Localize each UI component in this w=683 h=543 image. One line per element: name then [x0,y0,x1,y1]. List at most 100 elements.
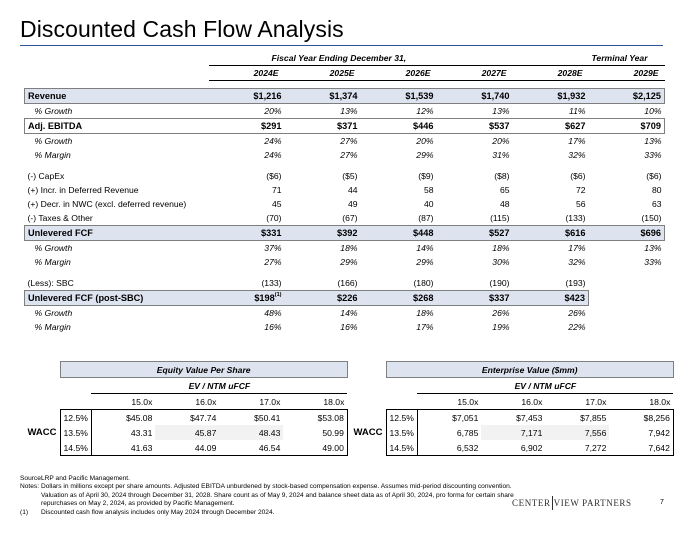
cell: (133) [565,213,586,223]
cell: ($6) [570,171,586,181]
post-sbc-margin-row: % Margin 16% 16% 17% 19% 22% [25,320,665,334]
cell-value: $198 [254,293,275,303]
cell: 13% [644,243,662,253]
cell: 33% [644,257,662,267]
cell: 33% [644,150,662,160]
row-label: % Growth [34,106,73,116]
cell: 26% [492,308,510,318]
row-label: (+) Decr. in NWC (excl. deferred revenue… [27,199,187,209]
year-header: 2024E [208,65,285,81]
cell: 16% [264,322,282,332]
cell: (67) [342,213,358,223]
cell: 14% [340,308,358,318]
cell: $537 [436,118,513,134]
cell: 13% [340,106,358,116]
cell: $1,740 [436,88,513,104]
cell: $1,539 [360,88,437,104]
enterprise-value-sensitivity: Enterprise Value ($mm) EV / NTM uFCF 15.… [342,361,674,456]
sensitivity-cell: 43.31 [130,427,153,438]
sensitivity-cell: 44.09 [155,440,220,456]
cell: $527 [436,225,513,241]
year-header: 2025E [284,65,361,81]
cell: 24% [264,150,282,160]
sensitivity-cell: $7,453 [481,409,546,425]
sensitivity-cell: 7,642 [609,440,674,456]
row-label: % Growth [34,136,73,146]
cell: (180) [413,278,434,288]
cell: 10% [644,106,662,116]
year-header: 2029E [588,65,665,81]
fiscal-year-header: Fiscal Year Ending December 31, [271,53,407,63]
cell: 63 [651,199,662,209]
equity-value-sensitivity: Equity Value Per Share EV / NTM uFCF 15.… [20,361,348,456]
cell: ($5) [342,171,358,181]
cell: $198(1) [208,290,285,306]
cell: 19% [492,322,510,332]
cell: 13% [644,136,662,146]
footnote-key: (1) [20,508,29,516]
row-label: % Margin [34,150,71,160]
cell: (190) [489,278,510,288]
cell: 20% [416,136,434,146]
footnote-marker: (1) [274,292,282,298]
ufcf-post-sbc-row: Unlevered FCF (post-SBC) $198(1) $226 $2… [24,290,665,306]
row-label: % Growth [34,308,73,318]
footnote-key: Source: [20,475,43,482]
sensitivity-cell: 41.63 [91,440,156,456]
revenue-row: Revenue $1,216 $1,374 $1,539 $1,740 $1,9… [24,88,665,104]
sensitivity-cell: 6,785 [456,427,479,438]
terminal-year-header: Terminal Year [591,53,648,63]
ufcf-growth-row: % Growth 37% 18% 14% 18% 17% 13% [25,241,665,256]
cell: 56 [575,199,586,209]
cell: $627 [512,118,589,134]
cell: 49 [347,199,358,209]
wacc-rate: 13.5% [385,425,418,440]
cell: $696 [588,225,665,241]
cell: $268 [360,290,437,306]
cell: $709 [588,118,665,134]
cell: 29% [416,257,434,267]
logo-text-right: VIEW PARTNERS [553,498,632,509]
sensitivity-cell: $50.41 [219,409,284,425]
cell: 17% [568,136,586,146]
row-label: (-) Taxes & Other [27,213,93,223]
cell: 48 [499,199,510,209]
logo-text-left: CENTER [512,498,551,509]
footnote-source: Source: LRP and Pacific Management. [20,475,520,483]
footnote-text: Dollars in millions except per share amo… [41,483,514,508]
cell: 72 [575,185,586,195]
row-label: Adj. EBITDA [24,118,209,134]
cell: 29% [416,150,434,160]
row-label: (+) Incr. in Deferred Revenue [27,185,139,195]
cell: 18% [416,308,434,318]
cell: 27% [340,136,358,146]
cell: 30% [492,257,510,267]
dcf-table: Fiscal Year Ending December 31, Terminal… [24,51,665,334]
cell: (193) [565,278,586,288]
cell: 17% [568,243,586,253]
nwc-row: (+) Decr. in NWC (excl. deferred revenue… [25,197,665,211]
footnote-notes: Notes: Dollars in millions except per sh… [20,483,520,508]
sensitivity-cell: 48.43 [219,425,284,440]
cell: (166) [337,278,358,288]
footnote-1: (1) Discounted cash flow analysis includ… [20,509,520,517]
wacc-rate: 13.5% [59,425,92,440]
cell: (150) [641,213,662,223]
cell: $446 [360,118,437,134]
cell: 14% [416,243,434,253]
row-label: % Margin [34,322,71,332]
row-label: (Less): SBC [27,278,74,288]
row-label: Revenue [24,88,209,104]
unlevered-fcf-row: Unlevered FCF $331 $392 $448 $527 $616 $… [24,225,665,241]
taxes-row: (-) Taxes & Other (70) (67) (87) (115) (… [25,211,665,226]
multiple-header: 18.0x [283,393,348,410]
cell: (70) [266,213,282,223]
cell: (133) [261,278,282,288]
ebitda-row: Adj. EBITDA $291 $371 $446 $537 $627 $70… [24,118,665,134]
cell: 31% [492,150,510,160]
cell: 71 [271,185,282,195]
cell: 44 [347,185,358,195]
cell: 17% [416,322,434,332]
multiple-header: 16.0x [481,393,546,410]
cell: $448 [360,225,437,241]
